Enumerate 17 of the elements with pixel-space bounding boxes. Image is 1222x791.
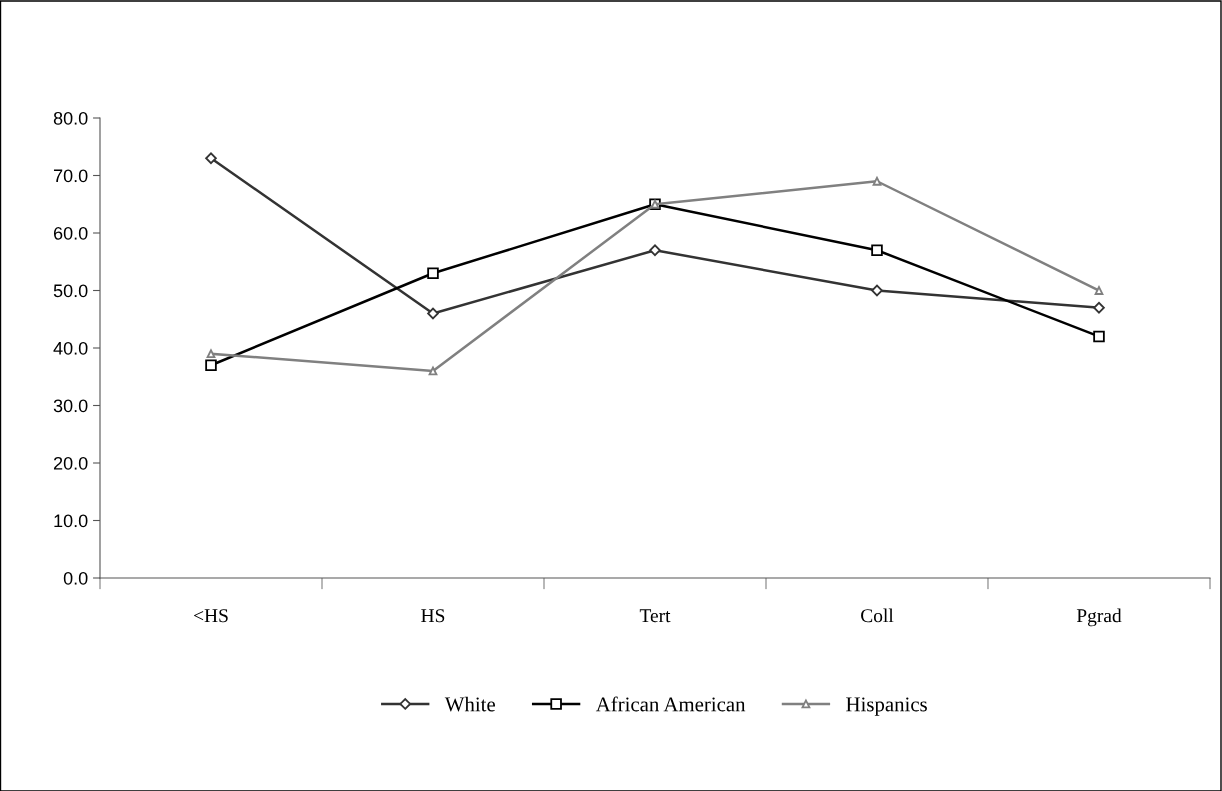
legend-label: Hispanics: [846, 697, 927, 716]
y-tick-label: 0.0: [63, 571, 88, 585]
legend-label: White: [444, 696, 495, 712]
legend-label: African American: [595, 696, 746, 712]
y-tick-label: 40.0: [53, 341, 88, 355]
x-tick-label: HS: [421, 609, 445, 623]
y-tick-label: 10.0: [54, 514, 88, 528]
y-tick-label: 80.0: [53, 111, 88, 125]
y-tick-label: 20.0: [53, 456, 88, 470]
x-tick-label: <HS: [194, 609, 228, 623]
x-tick-label: Tert: [639, 609, 671, 623]
y-tick-label: 60.0: [53, 226, 88, 240]
x-tick-label: Pgrad: [1076, 608, 1122, 627]
x-tick-label: Coll: [861, 608, 894, 623]
y-tick-label: 70.0: [53, 169, 88, 183]
y-tick-label: 30.0: [53, 399, 88, 413]
y-tick-label: 50.0: [53, 284, 88, 298]
